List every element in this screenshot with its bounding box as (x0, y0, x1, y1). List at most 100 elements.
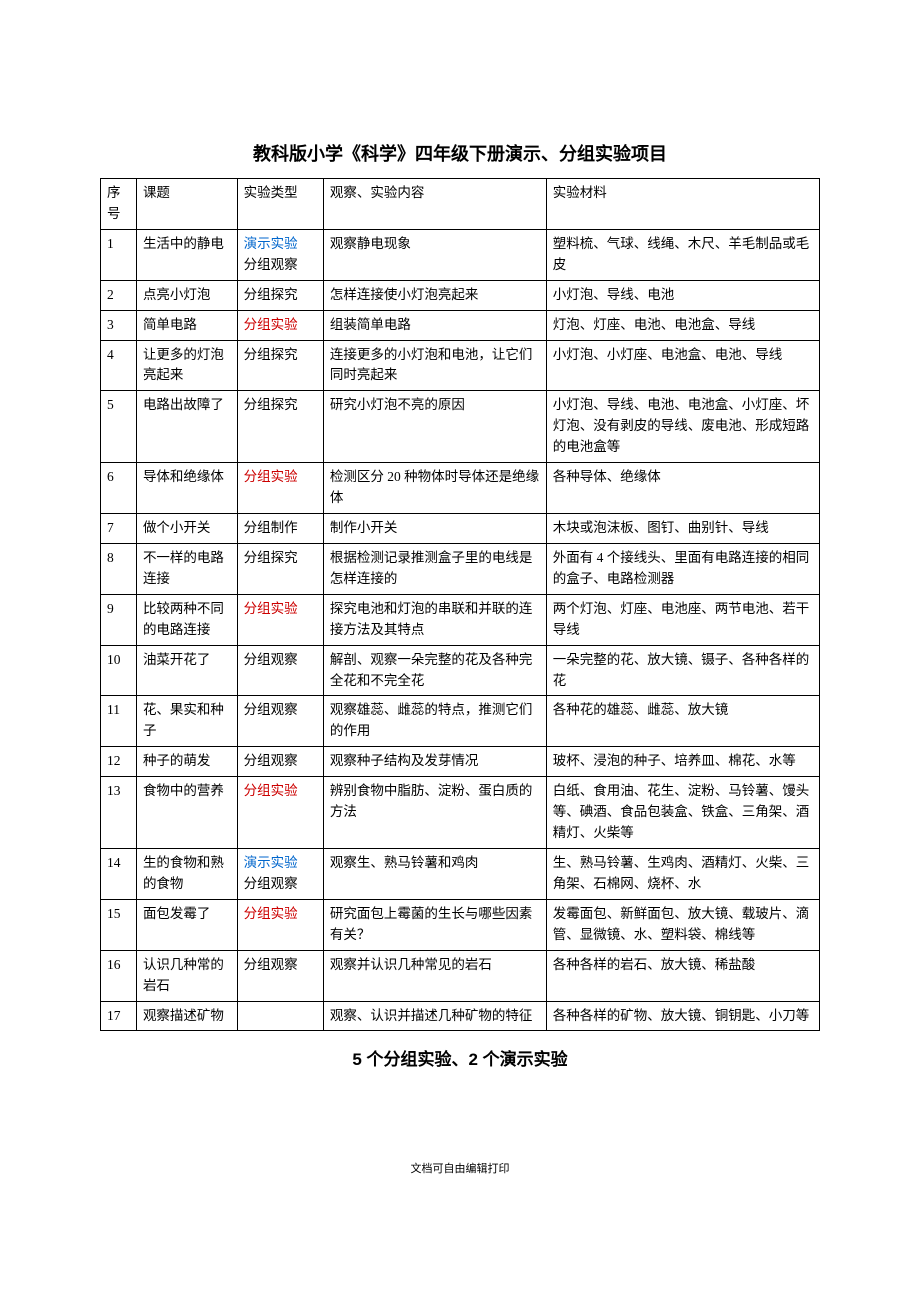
cell-material: 灯泡、灯座、电池、电池盒、导线 (546, 310, 819, 340)
cell-num: 1 (101, 229, 137, 280)
cell-content: 解剖、观察一朵完整的花及各种完全花和不完全花 (323, 645, 546, 696)
cell-topic: 观察描述矿物 (136, 1001, 237, 1031)
type-label: 分组观察 (244, 955, 317, 976)
cell-content: 根据检测记录推测盒子里的电线是怎样连接的 (323, 543, 546, 594)
col-header-material: 实验材料 (546, 179, 819, 230)
cell-topic: 导体和绝缘体 (136, 463, 237, 514)
table-row: 5电路出故障了分组探究研究小灯泡不亮的原因小灯泡、导线、电池、电池盒、小灯座、坏… (101, 391, 820, 463)
cell-content: 研究面包上霉菌的生长与哪些因素有关？ (323, 899, 546, 950)
cell-material: 各种各样的矿物、放大镜、铜钥匙、小刀等 (546, 1001, 819, 1031)
table-row: 12种子的萌发分组观察观察种子结构及发芽情况玻杯、浸泡的种子、培养皿、棉花、水等 (101, 747, 820, 777)
cell-topic: 花、果实和种子 (136, 696, 237, 747)
cell-num: 13 (101, 777, 137, 849)
table-row: 11花、果实和种子分组观察观察雄蕊、雌蕊的特点，推测它们的作用各种花的雄蕊、雌蕊… (101, 696, 820, 747)
type-label: 分组实验 (244, 599, 317, 620)
col-header-content: 观察、实验内容 (323, 179, 546, 230)
cell-type: 分组探究 (237, 391, 323, 463)
page-title: 教科版小学《科学》四年级下册演示、分组实验项目 (100, 140, 820, 166)
cell-num: 6 (101, 463, 137, 514)
cell-content: 怎样连接使小灯泡亮起来 (323, 280, 546, 310)
cell-topic: 认识几种常的岩石 (136, 950, 237, 1001)
table-row: 1生活中的静电演示实验分组观察观察静电现象塑料梳、气球、线绳、木尺、羊毛制品或毛… (101, 229, 820, 280)
cell-type: 分组观察 (237, 747, 323, 777)
cell-topic: 点亮小灯泡 (136, 280, 237, 310)
type-label: 演示实验 (244, 853, 317, 874)
col-header-topic: 课题 (136, 179, 237, 230)
cell-material: 各种花的雄蕊、雌蕊、放大镜 (546, 696, 819, 747)
cell-material: 玻杯、浸泡的种子、培养皿、棉花、水等 (546, 747, 819, 777)
cell-material: 小灯泡、小灯座、电池盒、电池、导线 (546, 340, 819, 391)
cell-type: 分组观察 (237, 645, 323, 696)
type-label: 分组观察 (244, 650, 317, 671)
col-header-num: 序号 (101, 179, 137, 230)
cell-topic: 生活中的静电 (136, 229, 237, 280)
cell-topic: 让更多的灯泡亮起来 (136, 340, 237, 391)
cell-content: 观察、认识并描述几种矿物的特征 (323, 1001, 546, 1031)
cell-num: 4 (101, 340, 137, 391)
cell-num: 15 (101, 899, 137, 950)
type-label: 分组探究 (244, 548, 317, 569)
cell-num: 12 (101, 747, 137, 777)
cell-material: 小灯泡、导线、电池、电池盒、小灯座、坏灯泡、没有剥皮的导线、废电池、形成短路的电… (546, 391, 819, 463)
cell-material: 生、熟马铃薯、生鸡肉、酒精灯、火柴、三角架、石棉网、烧杯、水 (546, 848, 819, 899)
cell-content: 观察种子结构及发芽情况 (323, 747, 546, 777)
table-row: 13食物中的营养分组实验辨别食物中脂肪、淀粉、蛋白质的方法白纸、食用油、花生、淀… (101, 777, 820, 849)
cell-type: 分组实验 (237, 899, 323, 950)
cell-topic: 不一样的电路连接 (136, 543, 237, 594)
type-label: 演示实验 (244, 234, 317, 255)
table-row: 14生的食物和熟的食物演示实验分组观察观察生、熟马铃薯和鸡肉生、熟马铃薯、生鸡肉… (101, 848, 820, 899)
type-label: 分组观察 (244, 874, 317, 895)
type-label: 分组观察 (244, 255, 317, 276)
cell-material: 各种各样的岩石、放大镜、稀盐酸 (546, 950, 819, 1001)
cell-type: 分组实验 (237, 777, 323, 849)
cell-material: 发霉面包、新鲜面包、放大镜、载玻片、滴管、显微镜、水、塑料袋、棉线等 (546, 899, 819, 950)
cell-type: 分组观察 (237, 950, 323, 1001)
cell-topic: 做个小开关 (136, 513, 237, 543)
cell-type: 分组探究 (237, 340, 323, 391)
table-row: 17观察描述矿物观察、认识并描述几种矿物的特征各种各样的矿物、放大镜、铜钥匙、小… (101, 1001, 820, 1031)
table-row: 3简单电路分组实验组装简单电路灯泡、灯座、电池、电池盒、导线 (101, 310, 820, 340)
cell-content: 观察并认识几种常见的岩石 (323, 950, 546, 1001)
table-header-row: 序号 课题 实验类型 观察、实验内容 实验材料 (101, 179, 820, 230)
cell-material: 小灯泡、导线、电池 (546, 280, 819, 310)
cell-material: 木块或泡沫板、图钉、曲别针、导线 (546, 513, 819, 543)
cell-material: 塑料梳、气球、线绳、木尺、羊毛制品或毛皮 (546, 229, 819, 280)
summary-text: 5 个分组实验、2 个演示实验 (100, 1045, 820, 1070)
cell-content: 组装简单电路 (323, 310, 546, 340)
cell-topic: 油菜开花了 (136, 645, 237, 696)
type-label: 分组观察 (244, 700, 317, 721)
cell-num: 9 (101, 594, 137, 645)
cell-material: 两个灯泡、灯座、电池座、两节电池、若干导线 (546, 594, 819, 645)
cell-type: 分组实验 (237, 310, 323, 340)
cell-type: 分组实验 (237, 594, 323, 645)
table-row: 6导体和绝缘体分组实验检测区分 20 种物体时导体还是绝缘体各种导体、绝缘体 (101, 463, 820, 514)
cell-material: 外面有 4 个接线头、里面有电路连接的相同的盒子、电路检测器 (546, 543, 819, 594)
cell-type (237, 1001, 323, 1031)
cell-num: 14 (101, 848, 137, 899)
cell-content: 研究小灯泡不亮的原因 (323, 391, 546, 463)
cell-type: 演示实验分组观察 (237, 229, 323, 280)
cell-material: 一朵完整的花、放大镜、镊子、各种各样的花 (546, 645, 819, 696)
cell-num: 2 (101, 280, 137, 310)
table-row: 2点亮小灯泡分组探究怎样连接使小灯泡亮起来小灯泡、导线、电池 (101, 280, 820, 310)
cell-type: 分组探究 (237, 543, 323, 594)
cell-num: 11 (101, 696, 137, 747)
cell-content: 检测区分 20 种物体时导体还是绝缘体 (323, 463, 546, 514)
type-label: 分组探究 (244, 345, 317, 366)
cell-topic: 面包发霉了 (136, 899, 237, 950)
cell-topic: 生的食物和熟的食物 (136, 848, 237, 899)
cell-num: 5 (101, 391, 137, 463)
cell-content: 辨别食物中脂肪、淀粉、蛋白质的方法 (323, 777, 546, 849)
table-row: 8不一样的电路连接分组探究根据检测记录推测盒子里的电线是怎样连接的外面有 4 个… (101, 543, 820, 594)
cell-num: 8 (101, 543, 137, 594)
cell-topic: 比较两种不同的电路连接 (136, 594, 237, 645)
cell-num: 10 (101, 645, 137, 696)
table-body: 1生活中的静电演示实验分组观察观察静电现象塑料梳、气球、线绳、木尺、羊毛制品或毛… (101, 229, 820, 1031)
footer-text: 文档可自由编辑打印 (100, 1160, 820, 1176)
cell-num: 16 (101, 950, 137, 1001)
cell-type: 分组实验 (237, 463, 323, 514)
cell-type: 分组制作 (237, 513, 323, 543)
type-label: 分组探究 (244, 395, 317, 416)
table-row: 9比较两种不同的电路连接分组实验探究电池和灯泡的串联和并联的连接方法及其特点两个… (101, 594, 820, 645)
cell-material: 各种导体、绝缘体 (546, 463, 819, 514)
